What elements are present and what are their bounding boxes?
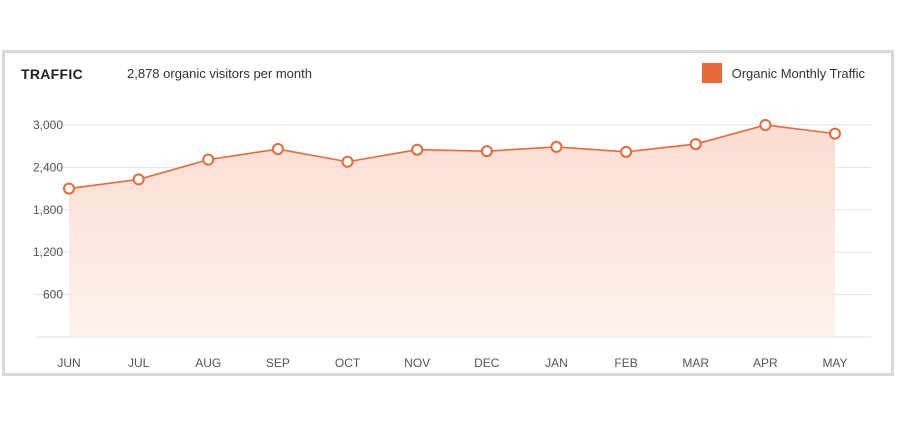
data-point bbox=[829, 127, 841, 140]
chart-title: TRAFFIC bbox=[21, 66, 83, 82]
y-tick-label: 2,400 bbox=[33, 160, 63, 174]
x-tick-label: MAR bbox=[682, 356, 709, 370]
x-tick-label: JUN bbox=[57, 356, 80, 370]
data-point bbox=[480, 145, 493, 158]
y-tick-label: 3,000 bbox=[33, 118, 63, 132]
data-point bbox=[271, 143, 284, 156]
x-tick-label: JUL bbox=[128, 356, 150, 370]
x-tick-label: OCT bbox=[335, 356, 361, 370]
x-tick-label: SEP bbox=[266, 356, 290, 370]
legend-label: Organic Monthly Traffic bbox=[731, 65, 865, 81]
x-tick-label: DEC bbox=[474, 356, 500, 370]
series-line bbox=[68, 124, 836, 190]
x-tick-label: AUG bbox=[195, 356, 221, 370]
y-tick-label: 1,200 bbox=[33, 245, 63, 259]
series-area bbox=[69, 125, 835, 337]
x-tick-label: MAY bbox=[822, 356, 847, 370]
data-point bbox=[620, 145, 633, 158]
x-tick-label: APR bbox=[753, 356, 778, 370]
legend-swatch bbox=[701, 63, 722, 83]
x-tick-label: JAN bbox=[545, 356, 568, 370]
x-tick-label: NOV bbox=[404, 356, 430, 370]
data-point bbox=[132, 173, 145, 186]
data-point bbox=[63, 182, 75, 195]
chart-subtitle: 2,878 organic visitors per month bbox=[127, 66, 312, 81]
data-point bbox=[411, 143, 424, 156]
traffic-card: TRAFFIC 2,878 organic visitors per month… bbox=[2, 50, 894, 376]
data-point bbox=[550, 140, 563, 153]
y-tick-label: 600 bbox=[43, 288, 63, 302]
y-tick-label: 1,800 bbox=[33, 203, 63, 217]
data-point bbox=[759, 119, 772, 131]
traffic-area-chart: 600 1,200 1,800 2,400 3,000 JUN JUL AUG SEP OCT NO… bbox=[33, 118, 871, 370]
data-point bbox=[202, 153, 215, 166]
x-tick-label: FEB bbox=[614, 356, 637, 370]
data-point bbox=[689, 138, 702, 151]
chart-legend: Organic Monthly Traffic bbox=[701, 63, 865, 83]
data-point bbox=[341, 155, 354, 168]
